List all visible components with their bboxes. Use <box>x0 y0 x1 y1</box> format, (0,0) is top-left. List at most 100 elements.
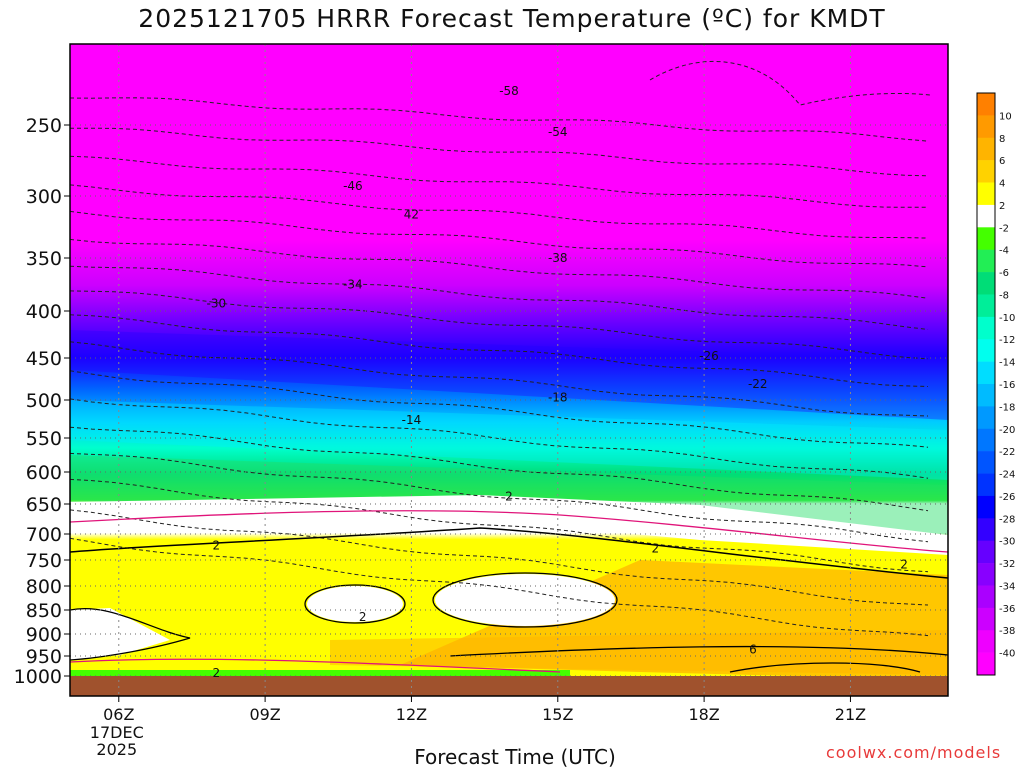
contour-label: 2 <box>652 542 660 556</box>
colorbar-swatch-21 <box>977 563 995 586</box>
isotherm-dashed-6 <box>70 265 929 330</box>
isotherm-top <box>649 61 931 106</box>
contour-label: -38 <box>548 251 568 265</box>
x-tick-label: 12Z <box>396 705 427 724</box>
colorbar-label: -28 <box>999 514 1015 525</box>
contour-label: 2 <box>505 489 513 503</box>
contour-label: 2 <box>213 666 221 680</box>
isotherm-dashed-0 <box>70 97 929 142</box>
colorbar-swatch-2 <box>977 137 995 161</box>
y-tick-label: 700 <box>26 524 62 546</box>
green-surface-strip <box>70 670 570 678</box>
chart-title: 2025121705 HRRR Forecast Temperature (ºC… <box>138 4 886 33</box>
y-tick-label: 250 <box>26 115 62 137</box>
y-tick-label: 650 <box>26 494 62 516</box>
colorbar-swatch-24 <box>977 630 995 653</box>
isotherm-dashed-8 <box>70 314 929 387</box>
y-tick-label: 450 <box>26 348 62 370</box>
x-tick-label: 18Z <box>688 705 719 724</box>
colorbar-label: -2 <box>999 223 1009 234</box>
colorbar-swatch-8 <box>977 272 995 295</box>
isotherm-dashed-9 <box>70 341 929 417</box>
y-tick-label: 1000 <box>14 666 62 688</box>
colorbar-label: -32 <box>999 559 1015 570</box>
x-tick-label: 15Z <box>542 705 573 724</box>
colorbar-swatch-9 <box>977 294 995 318</box>
isotherm-dashed-12 <box>70 426 929 512</box>
colorbar-label: 6 <box>999 156 1005 167</box>
white-band-overlay <box>70 495 948 555</box>
x-tick-sublabel: 17DEC <box>90 723 144 742</box>
isotherm-pocket-low <box>70 608 191 661</box>
plot-area: -58 -54 -46 42 -38 -34 -30 -26 -22 -18 -14 2 2 2 2 2 6 2 <box>70 44 948 696</box>
isotherm-dashed-10 <box>70 370 929 448</box>
colorbar-swatch-12 <box>977 361 995 385</box>
y-tick-label: 300 <box>26 186 62 208</box>
contour-label: -30 <box>207 297 227 311</box>
contour-labels: -58 -54 -46 42 -38 -34 -30 -26 -22 -18 -14 2 2 2 2 2 6 2 <box>207 84 908 680</box>
colorbar-swatch-5 <box>977 204 995 228</box>
colorbar-frame <box>976 92 996 676</box>
colorbar: 10 8 6 4 2 -2 -4 -6 -8 -10 -12 -14 -16 -18 -20 -22 -24 -2… <box>976 92 1015 676</box>
colorbar-swatch-14 <box>977 406 995 430</box>
colorbar-label: -8 <box>999 290 1009 301</box>
isotherm-dashed-2 <box>70 155 929 208</box>
contour-label: -22 <box>748 377 768 391</box>
isotherm-solid-warm <box>729 662 921 673</box>
y-tick-label: 800 <box>26 576 62 598</box>
colorbar-label: -12 <box>999 335 1015 346</box>
freezing-line-upper <box>70 510 948 553</box>
y-tick-label: 500 <box>26 390 62 412</box>
colorbar-label: 10 <box>999 111 1012 122</box>
freezing-line-lower <box>70 658 561 673</box>
colorbar-swatch-20 <box>977 540 995 564</box>
y-tick-label: 350 <box>26 248 62 270</box>
isotherm-solid-upper <box>70 527 948 579</box>
colorbar-swatch-7 <box>977 249 995 273</box>
credit-link[interactable]: coolwx.com/models <box>826 743 1002 762</box>
colorbar-swatch-10 <box>977 316 995 340</box>
contour-label: 2 <box>359 610 367 624</box>
x-tick-label: 09Z <box>249 705 280 724</box>
y-axis: 2503003504004505005506006507007508008509… <box>14 115 70 688</box>
colorbar-label: -30 <box>999 537 1015 548</box>
isotherm-dashed-1 <box>70 127 929 177</box>
isotherm-dashed-11 <box>70 398 929 479</box>
colorbar-label: -4 <box>999 246 1009 257</box>
blue-band-overlay <box>70 330 948 420</box>
contour-label: -34 <box>343 278 363 292</box>
x-tick-label: 21Z <box>835 705 866 724</box>
colorbar-label: -10 <box>999 313 1015 324</box>
grid-lines <box>70 44 948 696</box>
contour-label: -14 <box>402 413 422 427</box>
contour-label: 6 <box>749 642 757 656</box>
ground-terrain <box>70 676 948 696</box>
y-tick-label: 400 <box>26 301 62 323</box>
colorbar-label: -6 <box>999 268 1009 279</box>
colorbar-label: 8 <box>999 134 1005 145</box>
contour-label: -58 <box>499 84 519 98</box>
colorbar-label: -34 <box>999 581 1015 592</box>
y-tick-label: 950 <box>26 646 62 668</box>
colorbar-label: 2 <box>999 201 1005 212</box>
isotherm-solid-6 <box>449 645 948 657</box>
x-tick-label: 06Z <box>103 705 134 724</box>
y-tick-label: 900 <box>26 624 62 646</box>
colorbar-swatch-4 <box>977 182 995 206</box>
colorbar-swatch-25 <box>977 652 995 676</box>
colorbar-label: -20 <box>999 425 1015 436</box>
colorbar-swatch-3 <box>977 160 995 183</box>
colorbar-label: -36 <box>999 604 1015 615</box>
colorbar-swatch-23 <box>977 607 995 631</box>
colorbar-label: -38 <box>999 626 1015 637</box>
colorbar-swatch-22 <box>977 585 995 609</box>
contour-label: -54 <box>548 125 568 139</box>
y-tick-label: 850 <box>26 600 62 622</box>
colorbar-swatch-13 <box>977 384 995 407</box>
colorbar-label: -16 <box>999 380 1015 391</box>
colorbar-label: -18 <box>999 402 1015 413</box>
isotherm-dashed-4 <box>70 210 929 268</box>
colorbar-label: -40 <box>999 649 1015 660</box>
